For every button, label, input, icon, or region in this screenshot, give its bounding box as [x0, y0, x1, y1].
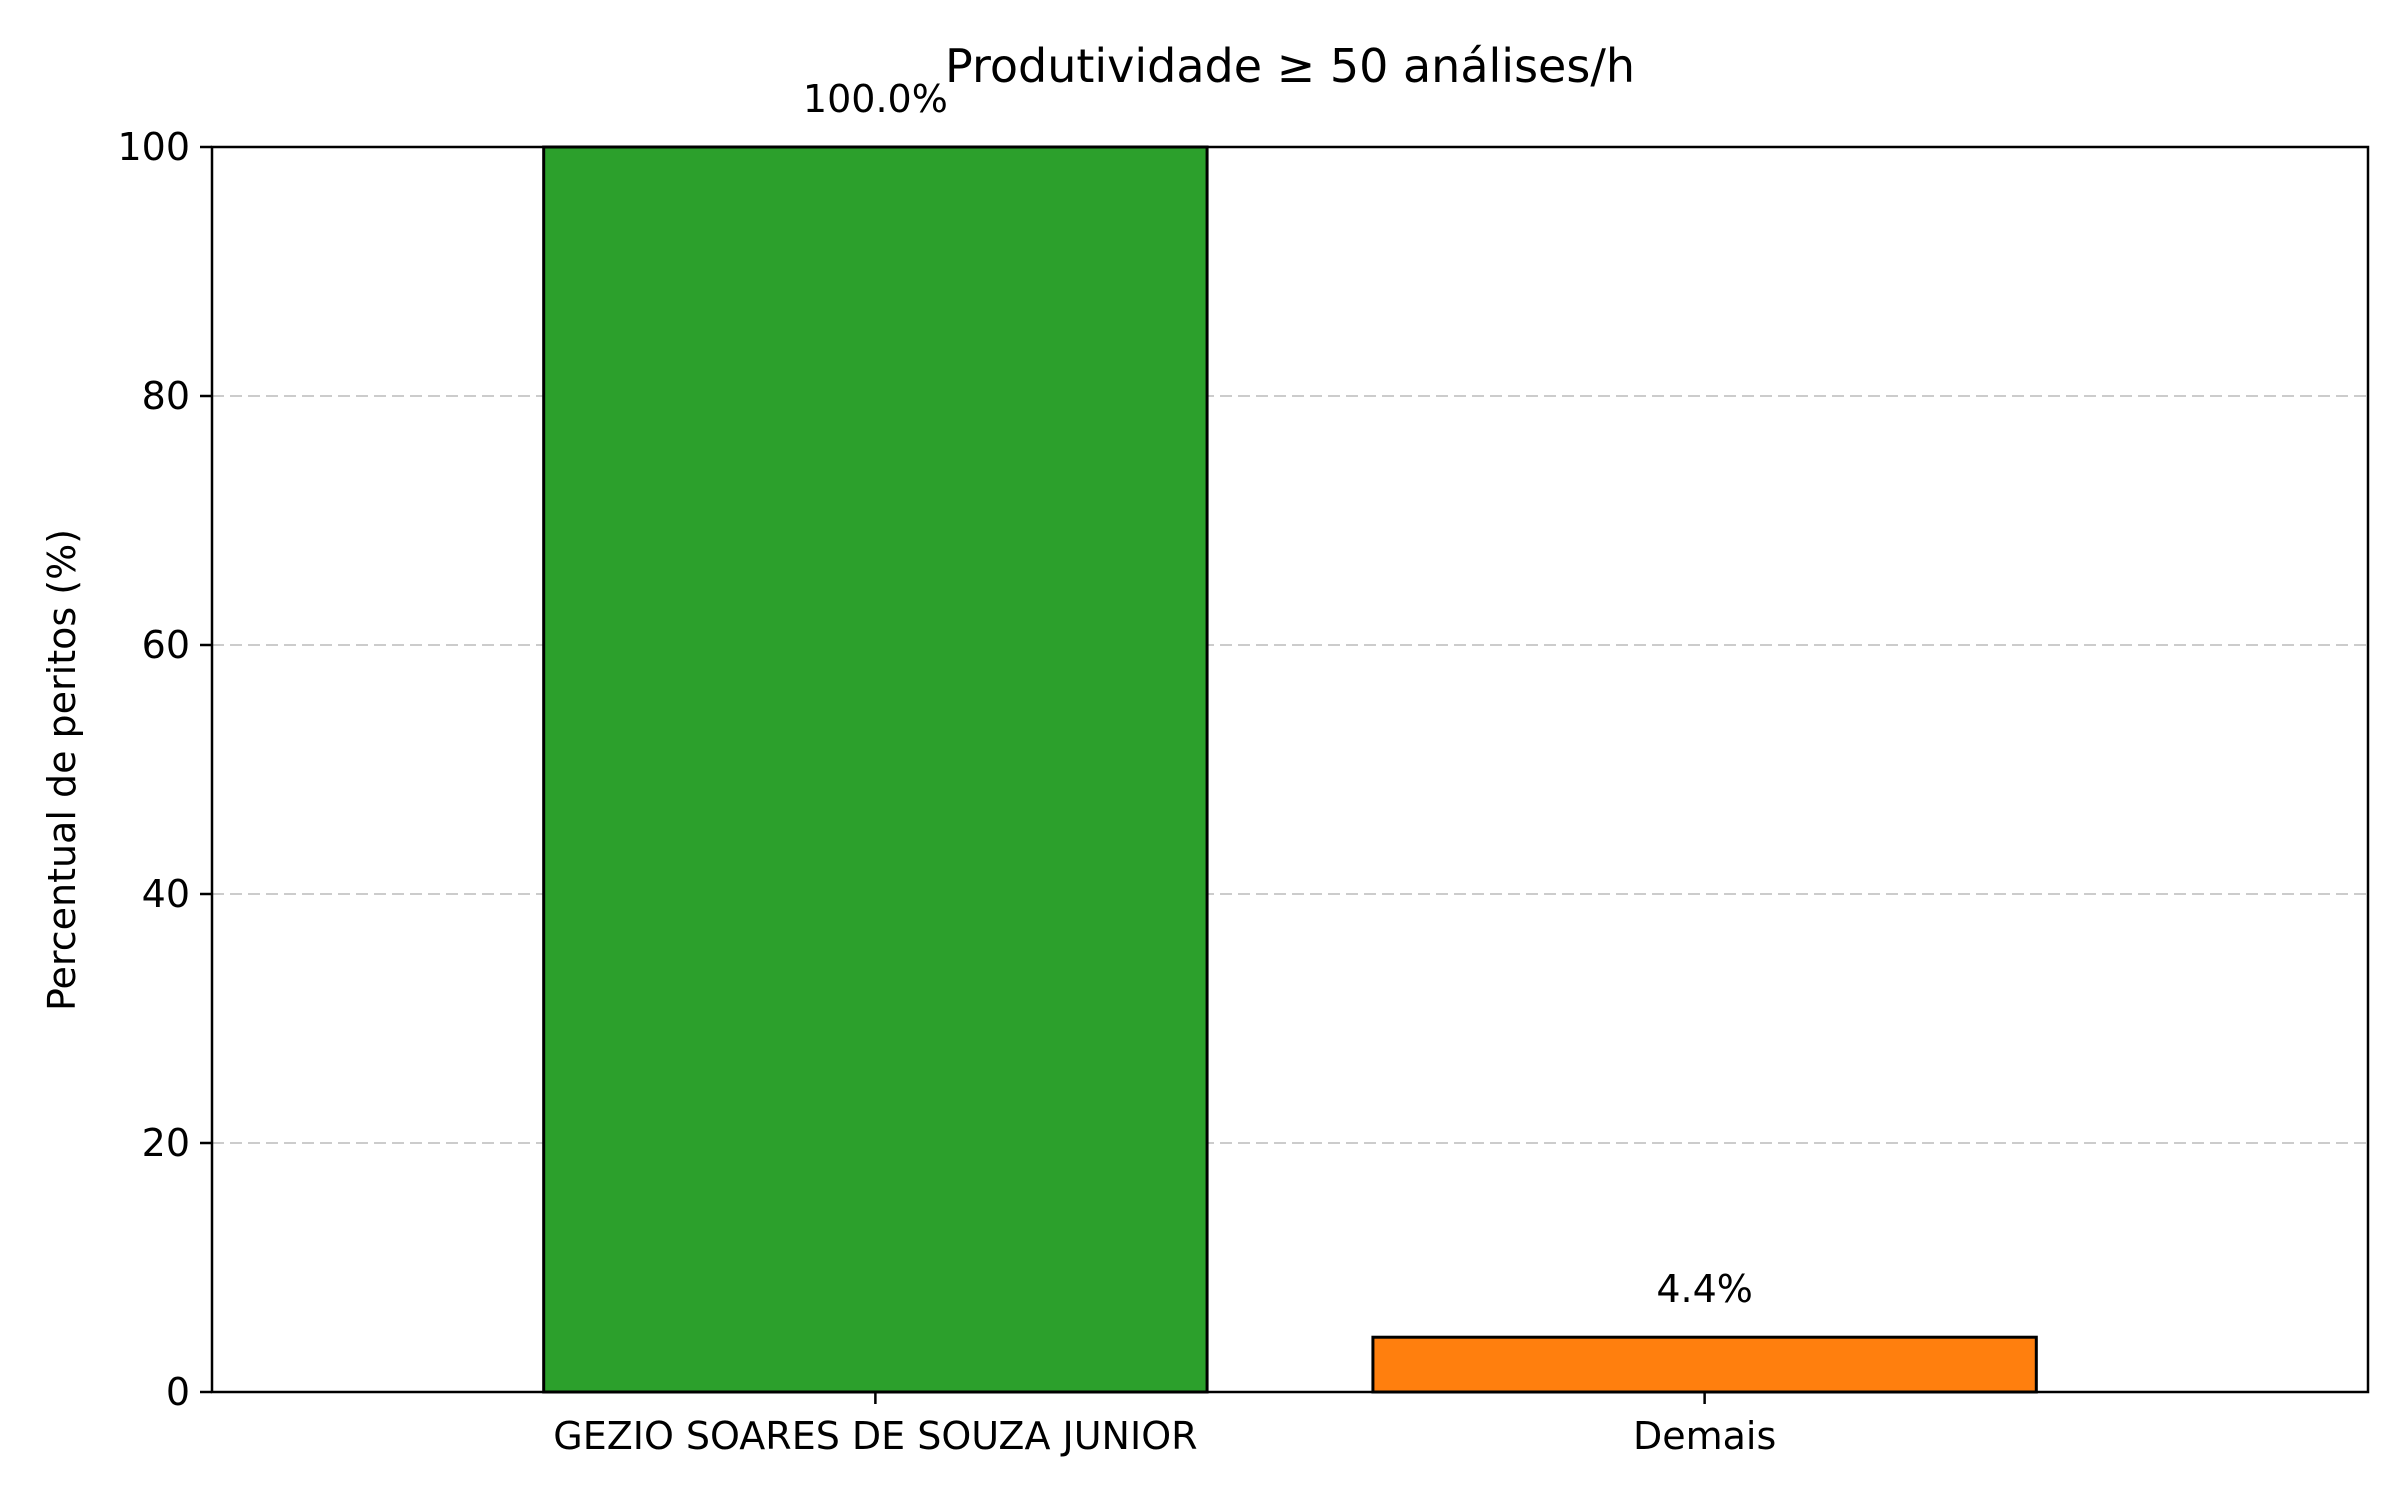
- y-tick-label: 60: [142, 623, 190, 667]
- bar-value-labels: 100.0% 4.4%: [803, 77, 1753, 1311]
- plot-frame: [210, 145, 2370, 1394]
- grid-lines: [212, 395, 2368, 1144]
- y-tick-label: 40: [142, 872, 190, 916]
- x-tick-label: Demais: [1633, 1414, 1776, 1458]
- bar-value-label: 100.0%: [803, 77, 948, 121]
- y-tick-label: 20: [142, 1121, 190, 1165]
- bar-1: [542, 145, 1209, 1394]
- chart-title: Produtividade ≥ 50 análises/h: [945, 39, 1635, 93]
- y-axis-label: Percentual de peritos (%): [40, 529, 84, 1011]
- y-tick-label: 0: [166, 1370, 190, 1414]
- y-tick-label: 100: [117, 125, 190, 169]
- bars: [542, 145, 2038, 1394]
- bar-value-label: 4.4%: [1656, 1267, 1753, 1311]
- y-tick-label: 80: [142, 374, 190, 418]
- axis-ticks: 0 20 40 60 80 100 GEZIO SOARES DE SOUZA JUNIOR…: [117, 125, 1776, 1458]
- x-tick-label: GEZIO SOARES DE SOUZA JUNIOR: [553, 1414, 1197, 1458]
- bar-2: [1371, 1335, 2038, 1394]
